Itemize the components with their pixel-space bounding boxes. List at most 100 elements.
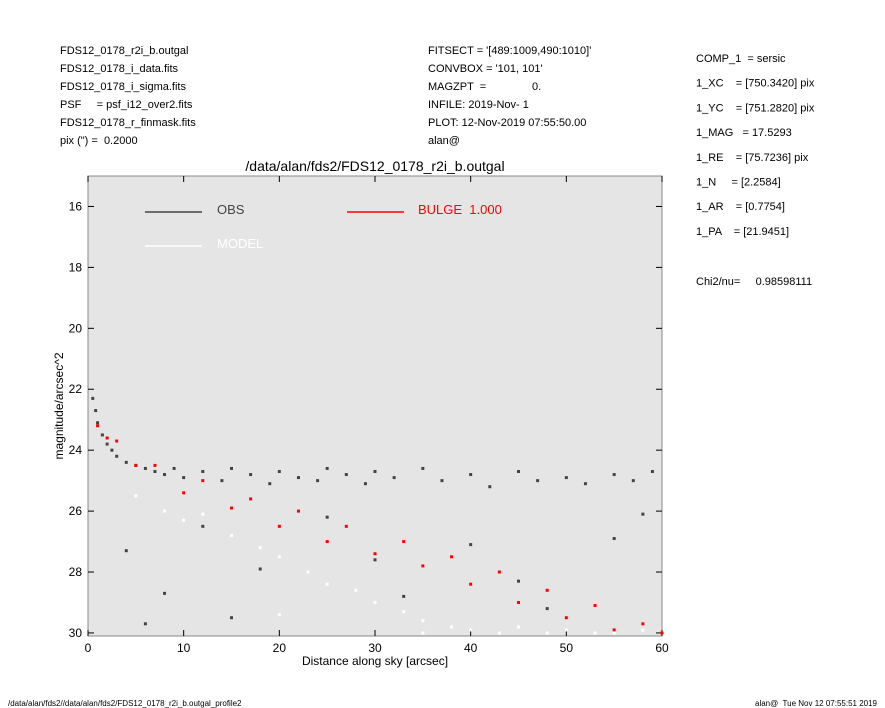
point	[230, 506, 233, 510]
point	[325, 582, 329, 586]
info-line: FDS12_0178_r2i_b.outgal	[60, 45, 188, 57]
info-line: pix (") = 0.2000	[60, 135, 138, 147]
point	[354, 588, 358, 592]
point	[230, 533, 233, 537]
x-axis-label: Distance along sky [arcsec]	[302, 654, 448, 668]
point	[497, 631, 501, 635]
point	[258, 546, 262, 550]
legend-label: BULGE 1.000	[418, 202, 502, 217]
point	[421, 619, 425, 623]
point	[96, 424, 100, 428]
info-line: 1_YC = [751.2820] pix	[696, 102, 815, 114]
point	[612, 537, 616, 541]
info-line: 1_RE = [75.7236] pix	[696, 152, 809, 164]
y-tick-label: 26	[69, 504, 83, 518]
point	[94, 409, 98, 413]
point	[115, 454, 119, 458]
point	[230, 466, 233, 470]
y-tick-label: 18	[69, 260, 83, 274]
x-tick-label: 40	[464, 641, 478, 655]
point	[497, 570, 501, 574]
point	[344, 473, 348, 477]
point	[392, 476, 396, 480]
point	[450, 625, 454, 629]
point	[134, 463, 138, 467]
point	[593, 631, 597, 635]
point	[96, 421, 100, 425]
footer-left: /data/alan/fds2//data/alan/fds2/FDS12_01…	[8, 699, 242, 708]
info-line: MAGZPT = 0.	[428, 81, 541, 93]
point	[325, 515, 329, 519]
info-line: 1_AR = [0.7754]	[696, 201, 785, 213]
point	[517, 469, 520, 473]
y-tick-label: 22	[69, 382, 83, 396]
point	[421, 466, 425, 470]
point	[545, 607, 549, 611]
point	[564, 476, 568, 480]
point	[344, 524, 348, 528]
point	[660, 631, 664, 635]
info-line: INFILE: 2019-Nov- 1	[428, 99, 529, 111]
point	[650, 469, 654, 473]
info-line: FITSECT = '[489:1009,490:1010]'	[428, 45, 591, 57]
x-tick-label: 20	[273, 641, 287, 655]
point	[100, 433, 104, 437]
info-line: 1_MAG = 17.5293	[696, 127, 792, 139]
info-line: COMP_1 = sersic	[696, 53, 786, 65]
point	[124, 460, 128, 464]
point	[277, 613, 281, 617]
point	[450, 555, 454, 559]
point	[201, 512, 205, 516]
point	[134, 494, 138, 498]
point	[469, 628, 473, 632]
info-line: alan@	[428, 135, 460, 147]
point	[230, 616, 233, 620]
info-line: FDS12_0178_i_sigma.fits	[60, 81, 186, 93]
info-line: PLOT: 12-Nov-2019 07:55:50.00	[428, 117, 586, 129]
x-tick-label: 60	[655, 641, 669, 655]
y-tick-label: 20	[69, 321, 83, 335]
point	[316, 479, 320, 483]
point	[641, 628, 645, 632]
point	[277, 469, 281, 473]
point	[421, 631, 425, 635]
point	[249, 497, 253, 501]
point	[258, 567, 262, 571]
point	[469, 543, 473, 547]
point	[402, 610, 406, 614]
point	[249, 473, 253, 477]
point	[373, 558, 377, 562]
info-line: PSF = psf_i12_over2.fits	[60, 99, 193, 111]
x-tick-label: 10	[177, 641, 191, 655]
x-tick-label: 0	[85, 641, 92, 655]
point	[612, 628, 616, 632]
point	[517, 600, 520, 604]
point	[163, 473, 167, 477]
point	[124, 549, 128, 553]
point	[110, 448, 114, 452]
info-line: 1_N = [2.2584]	[696, 177, 781, 189]
info-line: 1_PA = [21.9451]	[696, 226, 789, 238]
point	[564, 616, 568, 620]
point	[373, 469, 377, 473]
point	[363, 482, 367, 486]
point	[402, 540, 406, 544]
point	[220, 479, 224, 483]
point	[631, 479, 635, 483]
point	[641, 622, 645, 626]
point	[517, 579, 520, 583]
footer-right: alan@ Tue Nov 12 07:55:51 2019	[755, 699, 878, 708]
y-tick-label: 30	[69, 626, 83, 640]
point	[306, 570, 310, 574]
info-line: CONVBOX = '101, 101'	[428, 63, 543, 75]
point	[373, 552, 377, 556]
point	[143, 622, 147, 626]
point	[182, 518, 186, 522]
point	[182, 491, 186, 495]
point	[277, 555, 281, 559]
point	[143, 466, 147, 470]
point	[105, 442, 109, 446]
point	[296, 476, 300, 480]
point	[277, 524, 281, 528]
legend-label: MODEL	[217, 236, 263, 251]
